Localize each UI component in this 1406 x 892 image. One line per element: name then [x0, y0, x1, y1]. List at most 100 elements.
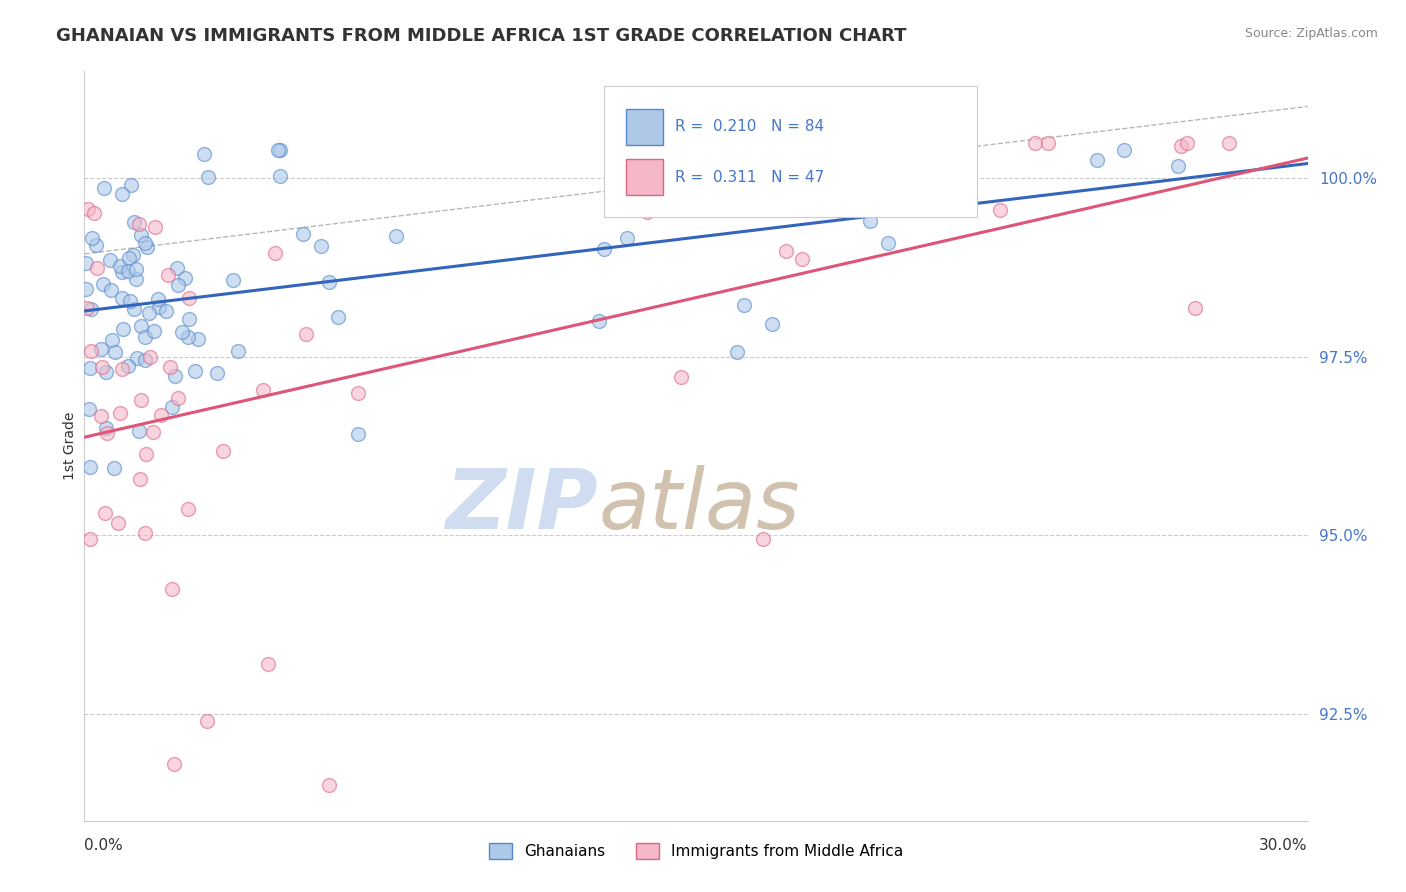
Point — [155, 304, 177, 318]
Point — [143, 219, 166, 234]
Point — [103, 460, 125, 475]
Point — [269, 143, 291, 157]
Point — [75, 255, 97, 269]
Point — [128, 424, 150, 438]
Point — [82, 230, 104, 244]
Point — [146, 292, 169, 306]
Point — [725, 344, 748, 359]
Point — [160, 582, 183, 596]
Point — [79, 533, 101, 547]
Point — [988, 203, 1011, 218]
Point — [211, 444, 233, 458]
Text: atlas: atlas — [598, 466, 800, 547]
Point — [752, 532, 775, 546]
Point — [76, 301, 98, 315]
Point — [108, 259, 131, 273]
Point — [846, 143, 869, 157]
Text: R =  0.210   N = 84: R = 0.210 N = 84 — [675, 120, 824, 135]
Point — [179, 311, 201, 326]
Point — [80, 343, 103, 358]
Point — [134, 236, 156, 251]
Point — [163, 368, 186, 383]
Point — [859, 214, 882, 228]
Point — [775, 244, 797, 258]
Text: 0.0%: 0.0% — [84, 838, 124, 854]
Point — [77, 402, 100, 417]
Y-axis label: 1st Grade: 1st Grade — [63, 412, 77, 480]
Point — [104, 345, 127, 359]
Point — [222, 273, 245, 287]
Point — [193, 147, 215, 161]
Point — [592, 243, 614, 257]
Point — [318, 778, 340, 792]
Point — [1167, 160, 1189, 174]
Point — [159, 359, 181, 374]
Point — [94, 365, 117, 379]
Point — [226, 344, 249, 359]
Point — [309, 238, 332, 252]
Point — [148, 300, 170, 314]
Point — [142, 324, 165, 338]
Point — [117, 264, 139, 278]
Point — [142, 425, 165, 440]
Point — [138, 305, 160, 319]
Point — [616, 231, 638, 245]
Point — [125, 261, 148, 276]
Point — [117, 359, 139, 373]
Point — [263, 246, 285, 260]
Point — [326, 310, 349, 325]
Point — [205, 366, 228, 380]
Point — [156, 268, 179, 282]
Point — [90, 343, 112, 357]
Point — [877, 236, 900, 251]
Point — [93, 181, 115, 195]
FancyBboxPatch shape — [605, 87, 977, 218]
Point — [86, 260, 108, 275]
Point — [295, 326, 318, 341]
Point — [669, 369, 692, 384]
Point — [134, 353, 156, 368]
Point — [266, 143, 288, 157]
Point — [111, 291, 134, 305]
Point — [636, 205, 658, 219]
Text: ZIP: ZIP — [446, 466, 598, 547]
Point — [129, 318, 152, 333]
Point — [761, 317, 783, 331]
Point — [197, 169, 219, 184]
Point — [1170, 138, 1192, 153]
Point — [167, 392, 190, 406]
Point — [101, 333, 124, 347]
Point — [110, 406, 132, 420]
Legend: Ghanaians, Immigrants from Middle Africa: Ghanaians, Immigrants from Middle Africa — [482, 838, 910, 865]
Point — [939, 171, 962, 186]
Point — [167, 278, 190, 293]
Point — [347, 385, 370, 400]
FancyBboxPatch shape — [626, 159, 664, 195]
Point — [100, 283, 122, 297]
Point — [118, 293, 141, 308]
Point — [1112, 143, 1135, 157]
Point — [96, 426, 118, 441]
Point — [318, 275, 340, 289]
Text: 30.0%: 30.0% — [1260, 838, 1308, 854]
Point — [291, 227, 314, 242]
Point — [257, 657, 280, 671]
Point — [170, 326, 193, 340]
Point — [90, 359, 112, 374]
Point — [138, 351, 160, 365]
FancyBboxPatch shape — [626, 109, 664, 145]
Point — [107, 516, 129, 530]
Point — [79, 361, 101, 376]
Text: Source: ZipAtlas.com: Source: ZipAtlas.com — [1244, 27, 1378, 40]
Point — [346, 426, 368, 441]
Point — [269, 169, 291, 183]
Point — [745, 190, 768, 204]
Point — [195, 714, 218, 728]
Point — [177, 330, 200, 344]
Point — [588, 313, 610, 327]
Point — [122, 215, 145, 229]
Point — [1184, 301, 1206, 316]
Point — [134, 525, 156, 540]
Text: GHANAIAN VS IMMIGRANTS FROM MIDDLE AFRICA 1ST GRADE CORRELATION CHART: GHANAIAN VS IMMIGRANTS FROM MIDDLE AFRIC… — [56, 27, 907, 45]
Point — [110, 186, 132, 201]
